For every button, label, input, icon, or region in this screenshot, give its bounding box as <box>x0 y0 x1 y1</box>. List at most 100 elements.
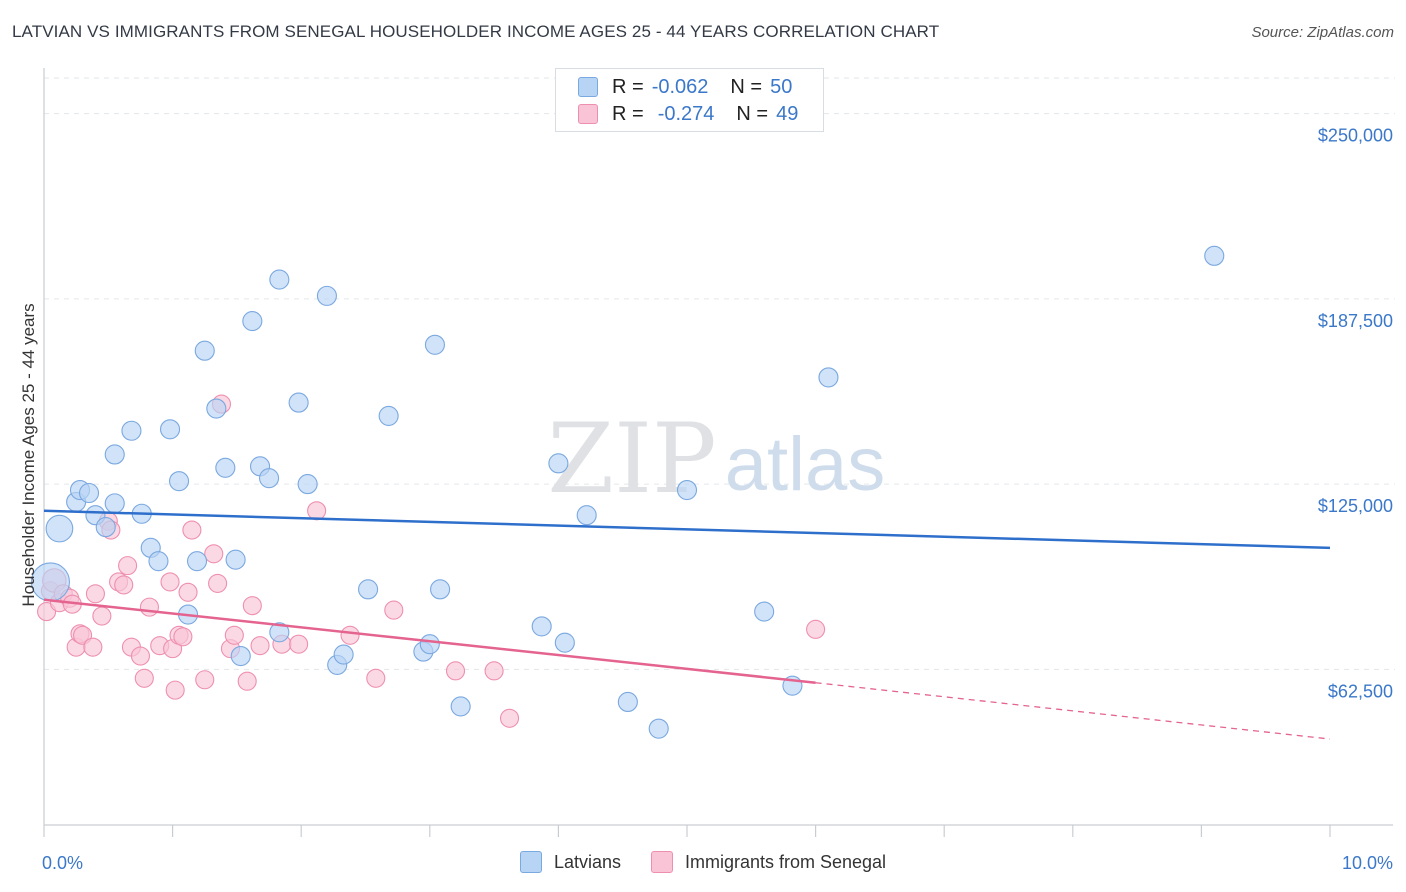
senegal-point <box>250 636 270 656</box>
latvian-trend-line <box>43 509 1331 550</box>
senegal-point <box>85 584 105 604</box>
y-tick-label: $250,000 <box>1318 126 1393 146</box>
legend-item-senegal: Immigrants from Senegal <box>650 851 887 873</box>
latvian-point <box>215 457 236 478</box>
legend-r-value: -0.062 <box>651 75 709 98</box>
source-label: Source: ZipAtlas.com <box>1251 24 1394 41</box>
latvian-point <box>297 474 318 495</box>
senegal-point <box>224 625 244 645</box>
senegal-point <box>242 596 262 616</box>
legend-label-senegal: Immigrants from Senegal <box>684 851 887 872</box>
latvian-point <box>78 482 100 504</box>
y-tick-label: $62,500 <box>1328 681 1393 701</box>
latvian-point <box>148 551 169 572</box>
grid-lines <box>44 77 1395 670</box>
legend-item-latvians: Latvians <box>519 851 621 873</box>
senegal-point <box>178 582 198 602</box>
legend-n-value: 50 <box>770 75 793 98</box>
latvian-point <box>159 419 181 440</box>
latvian-point <box>818 367 839 388</box>
senegal-point <box>173 627 193 647</box>
latvian-point <box>288 392 309 413</box>
latvian-point <box>316 285 337 306</box>
senegal-point <box>366 668 386 688</box>
latvian-points <box>30 245 1225 739</box>
senegal-point <box>208 573 228 593</box>
latvian-point <box>45 514 74 543</box>
axes <box>43 68 1393 837</box>
senegal-point <box>130 646 150 666</box>
senegal-point <box>307 501 327 521</box>
latvian-point <box>378 405 399 426</box>
senegal-point <box>484 661 504 681</box>
legend-row-latvians: R = -0.062 N = 50 <box>578 74 792 100</box>
latvian-point <box>531 616 552 637</box>
legend-swatch-blue <box>578 77 598 97</box>
legend-label-latvians: Latvians <box>553 851 621 872</box>
latvian-point <box>548 453 569 474</box>
legend-n-value: 49 <box>776 102 799 125</box>
latvian-point <box>419 634 440 655</box>
latvian-point <box>554 632 575 653</box>
senegal-trend-line <box>43 598 816 684</box>
senegal-point <box>195 670 215 690</box>
latvian-point <box>576 505 597 526</box>
legend-swatch-latvians <box>519 851 542 873</box>
latvian-point <box>358 579 379 600</box>
latvian-point <box>104 493 125 514</box>
x-tick-label: 10.0% <box>1342 853 1393 873</box>
legend-r-value: -0.274 <box>657 102 715 125</box>
senegal-point <box>160 572 180 592</box>
latvian-point <box>754 601 775 622</box>
senegal-point <box>134 668 154 688</box>
senegal-point <box>83 637 103 657</box>
latvian-point <box>430 579 451 600</box>
legend-swatch-senegal <box>650 851 673 873</box>
latvian-point <box>450 696 471 717</box>
senegal-point <box>165 680 185 700</box>
legend-swatch-pink <box>578 104 598 124</box>
y-tick-label: $187,500 <box>1318 311 1393 331</box>
latvian-point <box>1204 245 1225 266</box>
legend-row-senegal: R = -0.274 N = 49 <box>578 101 798 127</box>
senegal-point <box>114 575 134 595</box>
latvian-point <box>206 398 227 419</box>
senegal-point <box>806 619 826 639</box>
latvian-point <box>194 340 215 361</box>
latvian-point <box>168 471 190 492</box>
latvian-point <box>424 334 445 355</box>
latvian-point <box>242 311 263 332</box>
watermark-atlas: atlas <box>725 422 886 507</box>
senegal-point <box>118 556 138 576</box>
legend-r-label: R = <box>612 75 644 98</box>
chart-title: LATVIAN VS IMMIGRANTS FROM SENEGAL HOUSE… <box>12 22 940 41</box>
trend-lines <box>43 509 1331 740</box>
latvian-point <box>617 691 638 713</box>
series-legend: Latvians Immigrants from Senegal <box>0 851 1406 873</box>
latvian-point <box>676 479 698 501</box>
legend-r-label: R = <box>612 102 644 125</box>
x-tick-label: 0.0% <box>42 853 83 873</box>
senegal-point <box>92 606 112 626</box>
latvian-point <box>258 468 280 489</box>
latvian-point <box>333 644 354 665</box>
y-tick-label: $125,000 <box>1318 496 1393 516</box>
senegal-point <box>237 671 257 691</box>
senegal-point <box>340 625 360 645</box>
latvian-point <box>269 622 290 643</box>
senegal-point <box>204 544 224 564</box>
latvian-point <box>104 444 125 465</box>
senegal-point <box>289 634 309 654</box>
latvian-point <box>225 549 246 570</box>
senegal-point <box>499 708 520 728</box>
latvian-point <box>95 517 116 538</box>
zipatlas-watermark: ZIP atlas <box>547 403 885 515</box>
senegal-point <box>384 600 404 620</box>
senegal-point <box>445 661 466 681</box>
latvian-point <box>121 420 142 441</box>
correlation-legend: R = -0.062 N = 50 R = -0.274 N = 49 <box>555 68 824 132</box>
tick-labels: $62,500 $125,000 $187,500 $250,000 0.0% 10.0% <box>42 126 1393 873</box>
y-axis-label: Householder Income Ages 25 - 44 years <box>19 303 38 606</box>
legend-n-label: N = <box>736 102 769 125</box>
